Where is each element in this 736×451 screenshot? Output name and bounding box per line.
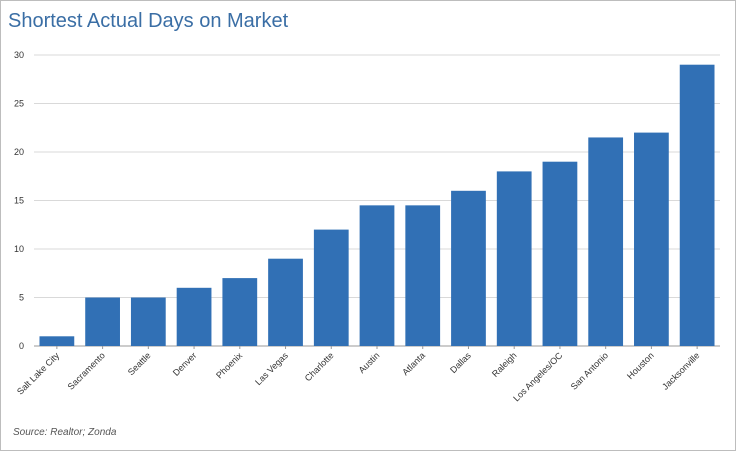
x-tick-label: Dallas [448, 350, 473, 375]
x-tick-label: Las Vegas [253, 350, 290, 387]
source-note: Source: Realtor; Zonda [13, 427, 117, 438]
x-tick-label: San Antonio [569, 350, 610, 391]
x-tick-label: Salt Lake City [15, 350, 62, 397]
bar [405, 205, 441, 346]
bar [130, 297, 166, 346]
bar [176, 287, 212, 346]
bar [39, 336, 75, 346]
bar [496, 171, 532, 346]
bar [451, 190, 486, 346]
x-tick-label: Seattle [126, 350, 153, 377]
bar [679, 64, 715, 346]
x-tick-label: Los Angeles/OC [511, 350, 564, 403]
y-tick-label: 15 [14, 196, 24, 206]
x-tick-label: Phoenix [214, 350, 244, 380]
bar [313, 229, 349, 346]
bar [268, 258, 303, 346]
bar [222, 278, 258, 346]
x-tick-label: Atlanta [400, 350, 427, 377]
y-tick-label: 10 [14, 244, 24, 254]
chart-title: Shortest Actual Days on Market [8, 10, 289, 32]
bar [85, 297, 120, 346]
x-tick-label: Sacramento [66, 350, 107, 391]
y-tick-label: 25 [14, 99, 24, 109]
y-tick-label: 0 [19, 341, 24, 351]
y-tick-label: 20 [14, 147, 24, 157]
x-tick-label: Charlotte [303, 350, 336, 383]
y-tick-label: 30 [14, 50, 24, 60]
x-tick-label: Denver [171, 350, 199, 378]
bar [542, 161, 578, 346]
x-tick-label: Jacksonville [660, 350, 701, 391]
x-tick-label: Houston [625, 350, 656, 381]
x-tick-label: Austin [357, 350, 382, 375]
bar [359, 205, 395, 346]
y-tick-label: 5 [19, 293, 24, 303]
bar [588, 137, 624, 346]
x-tick-label: Raleigh [490, 350, 519, 379]
bar [634, 132, 669, 346]
